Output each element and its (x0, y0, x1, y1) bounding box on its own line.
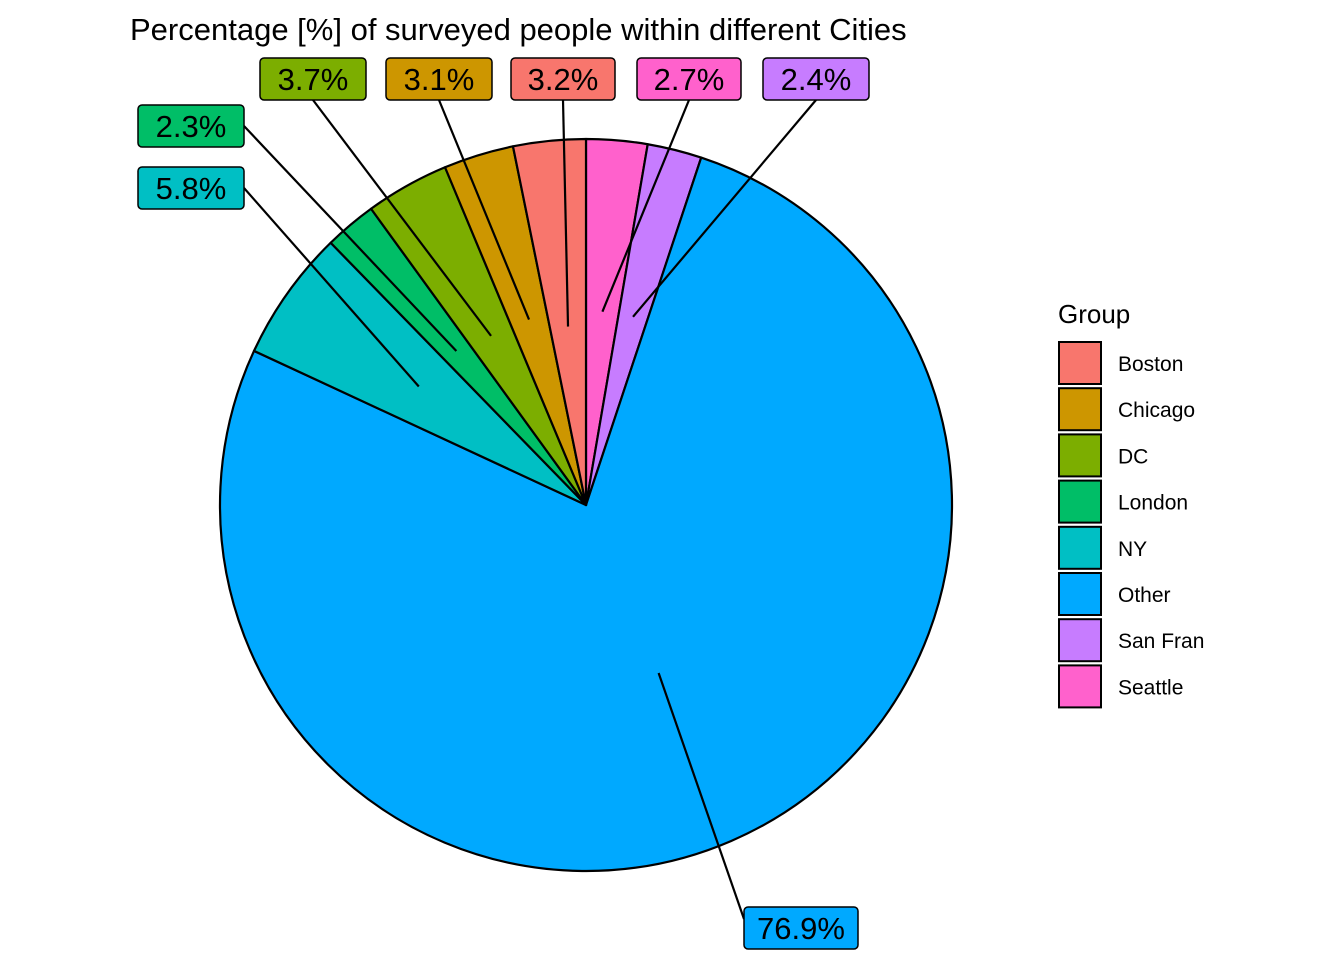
data-label-london: 2.3% (156, 109, 227, 144)
legend-label-other: Other (1118, 584, 1171, 607)
data-label-box-ny (137, 166, 245, 210)
leader-line-chicago (437, 99, 531, 320)
data-label-box-london (137, 104, 245, 148)
data-label-box-seattle (636, 57, 742, 101)
leader-line-other (657, 672, 746, 920)
pie-slice-boston (511, 137, 588, 507)
chart-title: Percentage [%] of surveyed people within… (130, 12, 907, 47)
data-label-ny: 5.8% (156, 171, 227, 206)
legend-label-san-fran: San Fran (1118, 630, 1204, 653)
slice-labels: 2.7% 2.4% 76.9% 5.8% 2.3% 3.7% 3.1% 3.2% (137, 57, 870, 950)
pie-slice-other (218, 156, 954, 873)
legend-key-dc (1058, 433, 1102, 478)
data-label-box-san-fran (762, 57, 870, 101)
data-label-other: 76.9% (757, 911, 845, 946)
data-label-chicago: 3.1% (404, 62, 475, 97)
data-label-san-fran: 2.4% (781, 62, 852, 97)
legend-label-dc: DC (1118, 445, 1148, 468)
label-leader-lines (243, 99, 817, 920)
legend-key-chicago (1058, 387, 1102, 432)
legend-key-ny (1058, 525, 1102, 570)
legend-key-other (1058, 572, 1102, 616)
data-label-box-dc (259, 57, 367, 101)
leader-line-dc (312, 99, 492, 337)
data-label-box-chicago (385, 57, 493, 101)
legend-label-london: London (1118, 492, 1188, 515)
legend-label-ny: NY (1118, 538, 1147, 561)
leader-line-london (243, 125, 458, 352)
leader-line-san-fran (632, 99, 817, 318)
legend-label-chicago: Chicago (1118, 399, 1195, 422)
pie-slice-ny (252, 241, 588, 507)
legend-label-seattle: Seattle (1118, 676, 1183, 699)
legend-title: Group (1058, 299, 1130, 329)
leader-line-seattle (601, 99, 691, 313)
data-label-box-other (743, 906, 859, 950)
pie-slices (218, 137, 954, 873)
data-label-dc: 3.7% (278, 62, 349, 97)
legend-key-boston (1058, 341, 1102, 385)
leader-line-boston (561, 99, 570, 327)
legend-label-boston: Boston (1118, 353, 1183, 376)
legend-key-london (1058, 479, 1102, 524)
data-label-box-boston (510, 57, 616, 101)
data-label-boston: 3.2% (528, 62, 599, 97)
legend-key-san-fran (1058, 618, 1102, 663)
leader-line-ny (243, 187, 420, 388)
data-label-seattle: 2.7% (654, 62, 725, 97)
legend-key-seattle (1058, 664, 1102, 709)
legend: Group Boston Chicago DC London NY Other San Fr… (1058, 299, 1204, 709)
